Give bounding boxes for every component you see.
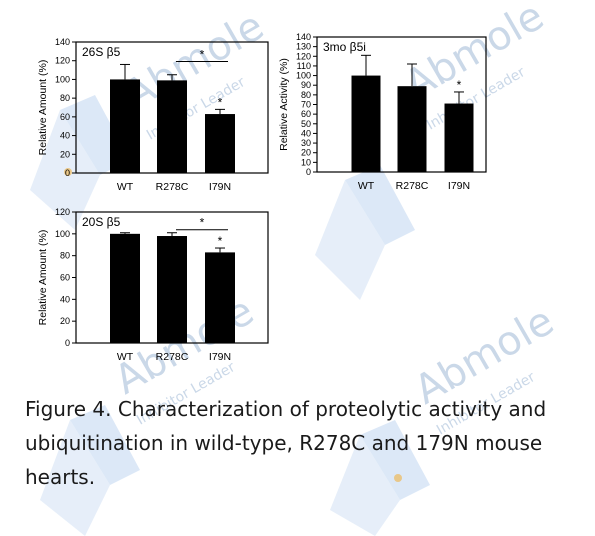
chart-panel-top-left: 0 20 40 60 80 100 120 140 Relative Amount (%) 26S…	[37, 37, 269, 193]
y-tick-label: 60	[301, 109, 311, 119]
y-tick-label: 140	[55, 37, 70, 47]
y-tick-label: 40	[60, 294, 70, 304]
chart-title: 3mo β5i	[323, 40, 366, 54]
figure-caption: Figure 4. Characterization of proteolyti…	[25, 392, 585, 494]
significance-star: *	[218, 95, 223, 109]
y-tick-label: 50	[301, 119, 311, 129]
chart-panel-bottom-left: 0 20 40 60 80 100 120 Relative Amount (%) 20S β5…	[37, 207, 269, 363]
bar-i79n	[444, 103, 474, 172]
y-tick-label: 0	[306, 167, 311, 177]
y-tick-label: 60	[60, 112, 70, 122]
chart-title: 20S β5	[82, 215, 121, 229]
y-tick-label: 20	[301, 148, 311, 158]
bar-wt	[110, 233, 140, 343]
significance-star: *	[457, 78, 462, 92]
bar-i79n	[205, 114, 235, 173]
y-tick-label: 90	[301, 80, 311, 90]
y-tick-label: 140	[296, 32, 311, 42]
y-tick-label: 100	[55, 74, 70, 84]
y-tick-label: 0	[65, 338, 70, 348]
y-tick-label: 120	[296, 51, 311, 61]
y-tick-label: 100	[296, 71, 311, 81]
caption-line: hearts.	[25, 465, 96, 489]
category-label: WT	[117, 181, 134, 193]
category-label: R278C	[156, 351, 189, 363]
y-tick-label: 20	[60, 316, 70, 326]
bar-r278c	[157, 80, 187, 173]
y-tick-label: 0	[65, 168, 70, 178]
y-axis-label: Relative Activity (%)	[278, 58, 290, 151]
bracket-star: *	[200, 216, 205, 230]
category-label: WT	[117, 351, 134, 363]
category-label: I79N	[209, 181, 231, 193]
caption-line: Figure 4. Characterization of proteolyti…	[25, 397, 547, 421]
bar-r278c	[397, 86, 427, 172]
y-tick-label: 60	[60, 273, 70, 283]
bar-i79n	[205, 252, 235, 343]
y-axis-label: Relative Amount (%)	[37, 230, 49, 326]
y-tick-label: 40	[60, 131, 70, 141]
significance-star: *	[218, 234, 223, 248]
y-tick-label: 120	[55, 56, 70, 66]
y-tick-label: 110	[297, 61, 311, 71]
y-tick-label: 30	[301, 138, 311, 148]
y-tick-label: 130	[296, 42, 311, 52]
chart-title: 26S β5	[82, 45, 121, 59]
y-tick-label: 20	[60, 149, 70, 159]
category-label: I79N	[209, 351, 231, 363]
y-tick-label: 40	[301, 128, 311, 138]
y-tick-label: 100	[55, 229, 70, 239]
category-label: R278C	[156, 181, 189, 193]
category-label: R278C	[396, 180, 429, 192]
y-tick-label: 80	[60, 251, 70, 261]
y-tick-label: 10	[301, 157, 311, 167]
y-tick-label: 70	[301, 100, 311, 110]
y-tick-label: 80	[60, 93, 70, 103]
y-tick-label: 80	[301, 90, 311, 100]
y-tick-label: 120	[55, 207, 70, 217]
bar-r278c	[157, 236, 187, 343]
bar-wt	[110, 79, 140, 173]
bracket-star: *	[200, 47, 205, 61]
category-label: I79N	[448, 180, 470, 192]
y-axis-label: Relative Amount (%)	[37, 60, 49, 156]
bar-wt	[351, 75, 381, 172]
caption-line: ubiquitination in wild-type, R278C and 1…	[25, 431, 543, 455]
category-label: WT	[358, 180, 375, 192]
